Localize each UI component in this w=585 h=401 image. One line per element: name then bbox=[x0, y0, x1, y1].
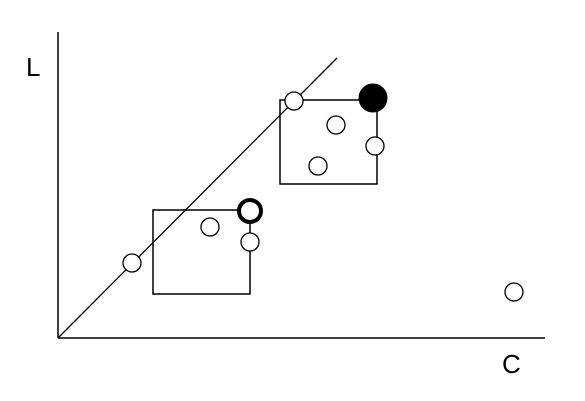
lower-box bbox=[152, 209, 251, 295]
open-point bbox=[326, 115, 346, 135]
open-point bbox=[308, 156, 328, 176]
open-point bbox=[365, 136, 385, 156]
bold-open-point bbox=[237, 198, 263, 224]
filled-point bbox=[358, 83, 388, 113]
open-point bbox=[504, 282, 524, 302]
x-axis-label: C bbox=[502, 349, 521, 379]
open-point bbox=[122, 253, 142, 273]
open-point bbox=[284, 91, 304, 111]
upper-box bbox=[279, 99, 378, 185]
y-axis-label: L bbox=[26, 52, 40, 82]
open-point bbox=[200, 217, 220, 237]
open-point bbox=[240, 232, 260, 252]
